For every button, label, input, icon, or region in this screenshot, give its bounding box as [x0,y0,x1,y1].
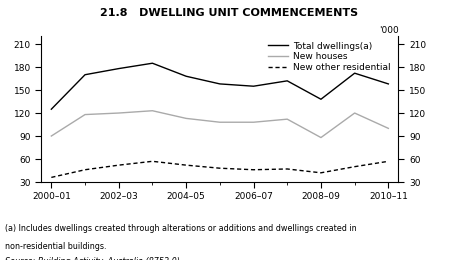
New other residential [284,167,290,171]
Total dwellings(a) [318,98,324,101]
New houses [150,109,155,112]
Text: non-residential buildings.: non-residential buildings. [5,242,106,251]
New other residential [386,160,391,163]
Total dwellings(a) [284,79,290,82]
New other residential [150,160,155,163]
Text: Source: Building Activity, Australia (8752.0).: Source: Building Activity, Australia (87… [5,257,182,260]
New houses [251,121,256,124]
New other residential [318,171,324,174]
New houses [82,113,88,116]
New houses [318,136,324,139]
Total dwellings(a) [116,67,121,70]
New houses [217,121,223,124]
New other residential [49,176,54,179]
Total dwellings(a) [82,73,88,76]
New houses [352,112,357,115]
Text: 21.8   DWELLING UNIT COMMENCEMENTS: 21.8 DWELLING UNIT COMMENCEMENTS [100,8,358,18]
New other residential [116,164,121,167]
Line: New houses: New houses [51,111,388,138]
Text: (a) Includes dwellings created through alterations or additions and dwellings cr: (a) Includes dwellings created through a… [5,224,356,233]
New other residential [217,167,223,170]
Total dwellings(a) [251,85,256,88]
Total dwellings(a) [352,72,357,75]
New houses [49,134,54,138]
Total dwellings(a) [150,62,155,65]
Total dwellings(a) [183,75,189,78]
Total dwellings(a) [217,82,223,86]
New houses [183,117,189,120]
New other residential [183,164,189,167]
Total dwellings(a) [49,108,54,111]
Legend: Total dwellings(a), New houses, New other residential: Total dwellings(a), New houses, New othe… [265,38,394,76]
Line: New other residential: New other residential [51,161,388,177]
New other residential [251,168,256,171]
New houses [386,127,391,130]
New houses [284,118,290,121]
Total dwellings(a) [386,82,391,86]
Text: '000: '000 [379,26,398,35]
New houses [116,112,121,115]
New other residential [82,168,88,171]
New other residential [352,165,357,168]
Line: Total dwellings(a): Total dwellings(a) [51,63,388,109]
